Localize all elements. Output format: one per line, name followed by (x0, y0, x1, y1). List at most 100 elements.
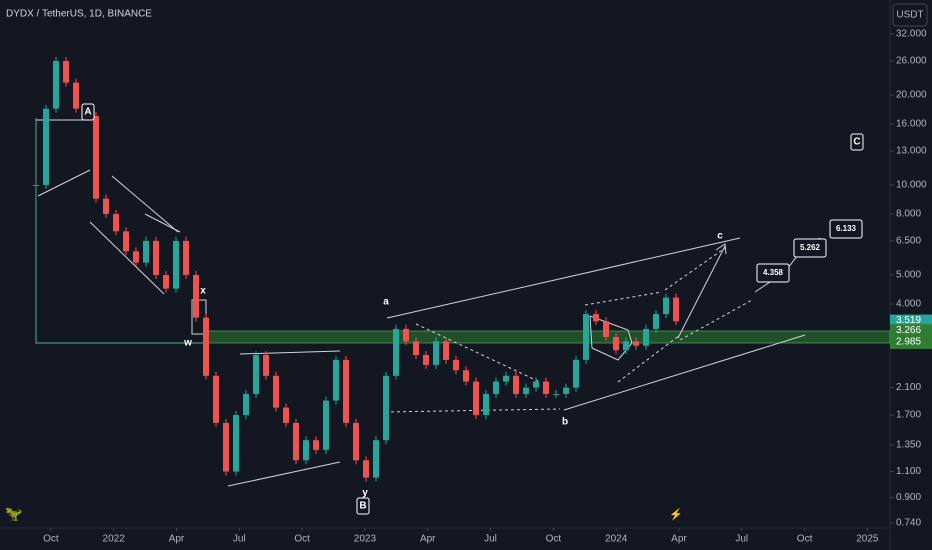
currency-label[interactable]: USDT (896, 10, 923, 21)
drawings (35, 118, 821, 487)
candle (343, 359, 349, 423)
logo-icon: 🦖 (5, 506, 23, 522)
y-tick-label: 20.000 (896, 90, 927, 101)
candle (273, 375, 279, 408)
candle (263, 354, 269, 376)
x-tick-label: 2024 (605, 534, 628, 545)
wave-box (356, 497, 370, 515)
candle (663, 297, 669, 315)
wave-label: A (84, 107, 91, 118)
candle (643, 328, 649, 346)
symbol-title: DYDX / TetherUS, 1D, BINANCE (6, 9, 152, 20)
candle (373, 440, 379, 478)
trend-line (37, 169, 91, 197)
candle (33, 184, 39, 186)
candle (93, 116, 99, 199)
x-tick-label: Oct (294, 534, 310, 545)
x-tick-label: Oct (43, 534, 59, 545)
y-tick-label: 32.000 (896, 29, 927, 40)
wave-label: a (383, 297, 389, 308)
y-tick-label: 1.700 (896, 410, 921, 421)
y-tick-label: 5.000 (896, 270, 921, 281)
y-tick-label: 16.000 (896, 119, 927, 130)
y-tick-label: 10.000 (896, 180, 927, 191)
y-tick-label: 0.740 (896, 518, 921, 529)
candle (103, 198, 109, 214)
x-tick-label: 2023 (354, 534, 377, 545)
arrow-head (715, 243, 727, 255)
target-label: 5.262 (800, 243, 821, 252)
candle (183, 240, 189, 275)
y-tick-label: 26.000 (896, 56, 927, 67)
candle (553, 393, 559, 395)
candle (213, 375, 219, 423)
candle (583, 314, 589, 360)
trend-line (239, 350, 341, 355)
wave-box (81, 103, 95, 121)
candle (463, 370, 469, 382)
candle (363, 460, 369, 478)
candle (153, 240, 159, 275)
trend-line (227, 461, 341, 487)
candle (293, 422, 299, 461)
candle (243, 393, 249, 416)
price-label-bg (890, 335, 932, 349)
candle (333, 359, 339, 401)
candle (163, 274, 169, 289)
channel-top (386, 237, 741, 319)
price-label: 3.266 (896, 325, 921, 336)
x-tick-label: 2025 (856, 534, 879, 545)
target-box (756, 263, 790, 283)
support-zone (204, 330, 891, 344)
candle (353, 422, 359, 461)
replay-icon[interactable]: ⚡ (669, 508, 683, 521)
candle (473, 381, 479, 416)
y-tick-label: 13.000 (896, 146, 927, 157)
target-box (829, 219, 863, 239)
x-tick-label: Jul (233, 534, 246, 545)
dashed-line (664, 247, 726, 291)
candle (543, 381, 549, 394)
candle (513, 375, 519, 394)
wave-label: x (200, 286, 206, 297)
candle (443, 341, 449, 360)
candle (453, 359, 459, 371)
candle (573, 359, 579, 388)
candle (223, 422, 229, 472)
candle (63, 60, 69, 83)
candle (253, 354, 259, 394)
currency-button[interactable] (892, 3, 928, 27)
x-tick-label: Apr (420, 534, 436, 545)
target-label: 4.358 (763, 268, 784, 277)
x-tick-label: Apr (169, 534, 185, 545)
candle (423, 354, 429, 365)
candle (503, 375, 509, 382)
candle (73, 82, 79, 109)
arrow (677, 245, 726, 339)
candle (43, 108, 49, 185)
candle (143, 240, 149, 263)
wave-box (850, 133, 864, 151)
candle (383, 375, 389, 441)
x-tick-label: Jul (735, 534, 748, 545)
y-tick-label: 0.900 (896, 492, 921, 503)
candle (393, 328, 399, 376)
dashed-line (679, 299, 753, 341)
candle (133, 251, 139, 263)
candle (53, 60, 59, 109)
candle (623, 341, 629, 351)
dashed-line (415, 323, 541, 383)
candle (123, 231, 129, 252)
channel-bottom (563, 334, 806, 411)
dashed-line (584, 291, 663, 306)
candle (193, 274, 199, 318)
trend-line (111, 175, 179, 233)
candle (433, 341, 439, 365)
range-line (35, 118, 205, 344)
candle (613, 337, 619, 351)
x-tick-label: Jul (484, 534, 497, 545)
price-label-bg (890, 324, 932, 338)
price-label: 3.519 (896, 315, 921, 326)
